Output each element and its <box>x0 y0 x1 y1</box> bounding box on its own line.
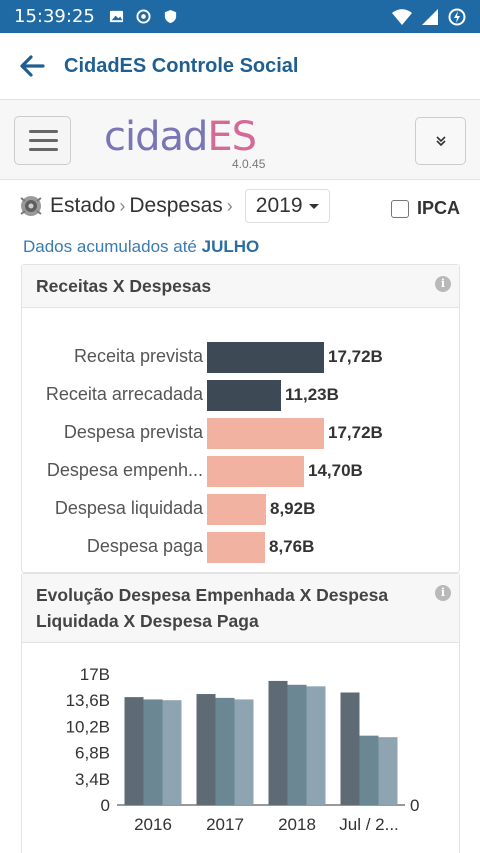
hamburger-icon-bar <box>29 139 58 142</box>
receitas-despesas-panel: Receitas X Despesas i Receita prevista 17… <box>21 264 460 573</box>
column-bar[interactable] <box>162 700 182 805</box>
bar[interactable] <box>207 418 324 449</box>
bar[interactable] <box>207 532 265 563</box>
accum-prefix: Dados acumulados até <box>23 237 202 256</box>
bar-value-label: 17,72B <box>328 423 383 442</box>
logo-word: cidadES <box>104 114 257 160</box>
y-tick-label: 6,8B <box>75 744 110 763</box>
column-bar[interactable] <box>196 694 216 805</box>
bar-row: Receita arrecadada 11,23B <box>22 380 461 411</box>
bar[interactable] <box>207 342 324 373</box>
column-bar[interactable] <box>143 699 163 805</box>
column-bar[interactable] <box>359 735 379 805</box>
x-tick-label: 2017 <box>206 815 244 834</box>
column-bar[interactable] <box>378 737 398 805</box>
panel-title-line2: Liquidada X Despesa Paga <box>36 611 259 631</box>
y-tick-label: 10,2B <box>66 717 110 736</box>
column-bar[interactable] <box>340 692 360 805</box>
app-bar: CidadES Controle Social <box>0 33 480 100</box>
ipca-checkbox[interactable]: IPCA <box>391 198 460 219</box>
toolbar: cidadES 4.0.45 <box>0 100 480 180</box>
evolucao-svg: 17B 13,6B 10,2B 6,8B 3,4B 0 0 2016 2017 2018 Jul /… <box>66 665 420 834</box>
breadcrumb-separator-icon: › <box>119 195 126 216</box>
menu-button[interactable] <box>14 116 71 165</box>
breadcrumb: Estado › Despesas › 2019 <box>18 186 468 226</box>
x-tick-label: 2016 <box>134 815 172 834</box>
breadcrumb-separator-icon: › <box>226 195 233 216</box>
bar-label: Receita arrecadada <box>45 384 203 404</box>
bar-label: Despesa liquidada <box>54 498 203 518</box>
chevron-double-down-icon <box>435 136 446 147</box>
panel-header: Evolução Despesa Empenhada X Despesa Liq… <box>22 574 459 643</box>
record-icon <box>136 9 151 24</box>
collapse-button[interactable] <box>415 117 466 165</box>
y2-tick-label: 0 <box>410 796 419 815</box>
bar-row: Receita prevista 17,72B <box>22 342 461 373</box>
accum-month: JULHO <box>201 237 260 256</box>
bar-value-label: 11,23B <box>285 385 339 404</box>
column-bar[interactable] <box>287 684 307 805</box>
breadcrumb-despesas[interactable]: Despesas <box>129 194 223 217</box>
hamburger-icon <box>29 130 58 133</box>
x-tick-label: 2018 <box>278 815 316 834</box>
panel-header: Receitas X Despesas i <box>22 265 459 308</box>
bar-label: Despesa empenh... <box>46 460 203 480</box>
shield-icon <box>164 9 176 24</box>
ipca-label: IPCA <box>417 198 461 218</box>
column-bar[interactable] <box>306 686 326 805</box>
bar-row: Despesa empenh... 14,70B <box>22 456 461 487</box>
x-tick-label: Jul / 2... <box>339 815 399 834</box>
caret-down-icon <box>308 203 319 209</box>
logo-text-1: cidad <box>104 114 208 160</box>
app-title: CidadES Controle Social <box>64 54 299 77</box>
cidades-logo: cidadES 4.0.45 <box>104 114 274 172</box>
panel-title: Receitas X Despesas <box>36 276 212 296</box>
bar-row: Despesa liquidada 8,92B <box>22 494 461 525</box>
year-value: 2019 <box>255 194 303 217</box>
bar-value-label: 14,70B <box>308 461 363 480</box>
hamburger-icon-bar <box>29 148 58 151</box>
arrow-left-icon[interactable] <box>18 52 46 80</box>
bar-row: Despesa prevista 17,72B <box>22 418 461 449</box>
column-bar[interactable] <box>234 699 254 805</box>
state-crest-icon <box>20 196 42 216</box>
bar[interactable] <box>207 494 266 525</box>
info-icon[interactable]: i <box>435 585 451 601</box>
evolucao-panel: Evolução Despesa Empenhada X Despesa Liq… <box>21 573 460 853</box>
y-tick-label: 0 <box>101 796 110 815</box>
checkbox-icon[interactable] <box>391 199 409 218</box>
bar-label: Despesa prevista <box>63 422 203 442</box>
column-bar[interactable] <box>268 680 288 805</box>
column-bar[interactable] <box>124 697 144 805</box>
y-tick-label: 17B <box>80 665 110 684</box>
info-icon[interactable]: i <box>435 276 451 292</box>
bar-label: Receita prevista <box>73 346 203 366</box>
breadcrumb-estado[interactable]: Estado <box>50 194 116 217</box>
bar[interactable] <box>207 380 281 411</box>
logo-text-2: ES <box>207 114 257 160</box>
panel-title-line1: Evolução Despesa Empenhada X Despesa <box>36 585 389 605</box>
wifi-icon <box>392 8 412 25</box>
y-tick-label: 3,4B <box>75 770 110 789</box>
status-bar: 15:39:25 <box>0 0 480 33</box>
bar-value-label: 17,72B <box>328 347 383 366</box>
status-time: 15:39:25 <box>14 6 95 27</box>
bar-value-label: 8,92B <box>270 499 316 518</box>
bar[interactable] <box>207 456 304 487</box>
column-bar[interactable] <box>215 697 235 805</box>
image-icon <box>109 10 123 23</box>
y-tick-label: 13,6B <box>66 691 110 710</box>
accumulated-notice: Dados acumulados até JULHO <box>23 237 259 257</box>
bar-row: Despesa paga 8,76B <box>22 532 461 563</box>
year-select[interactable]: 2019 <box>244 189 330 223</box>
evolucao-chart: 17B 13,6B 10,2B 6,8B 3,4B 0 0 2016 2017 2018 Jul /… <box>22 644 461 844</box>
battery-icon <box>448 8 466 25</box>
bar-value-label: 8,76B <box>269 537 315 556</box>
signal-icon <box>422 8 438 25</box>
bar-label: Despesa paga <box>86 536 203 556</box>
version-label: 4.0.45 <box>232 157 266 171</box>
